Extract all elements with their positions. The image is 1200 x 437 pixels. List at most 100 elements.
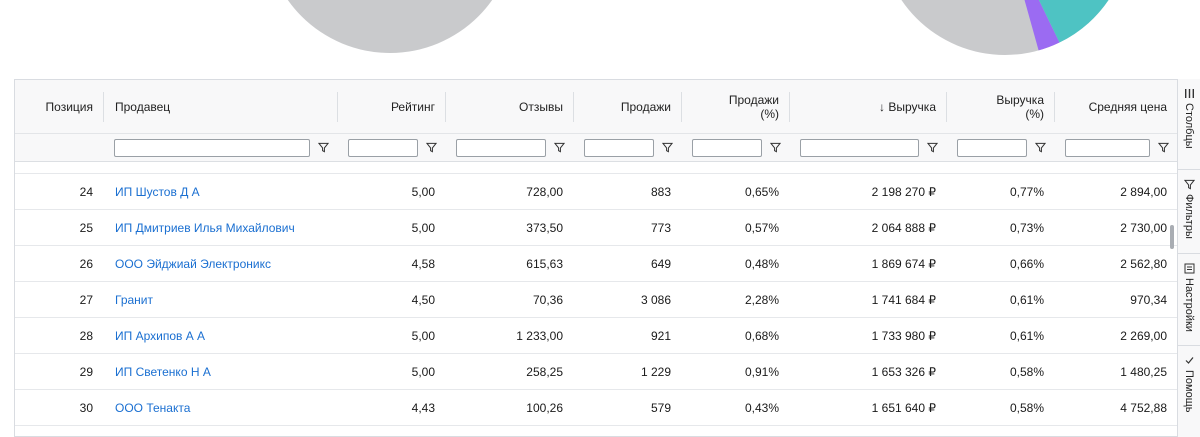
column-header-rating[interactable]: Рейтинг xyxy=(338,80,446,133)
column-header-reviews[interactable]: Отзывы xyxy=(446,80,574,133)
column-header-sales-pct[interactable]: Продажи (%) xyxy=(682,80,790,133)
column-header-seller[interactable]: Продавец xyxy=(104,80,338,133)
filter-icon[interactable] xyxy=(550,141,568,155)
filter-icon xyxy=(1183,178,1195,190)
cell-revenue-pct: 0,58% xyxy=(1009,400,1044,415)
column-header-revenue[interactable]: ↓ Выручка xyxy=(790,80,947,133)
pie-right-slice-teal xyxy=(1038,0,1109,43)
table-row[interactable]: 28 ИП Архипов А А 5,00 1 233,00 921 0,68% 1 73… xyxy=(15,318,1177,354)
column-header-label: Продажи (%) xyxy=(728,92,779,121)
scrollbar-thumb[interactable] xyxy=(1170,225,1174,249)
cell-revenue: 1 651 640 ₽ xyxy=(871,400,936,415)
column-header-label: Выручка (%) xyxy=(996,92,1044,121)
column-header-label: Продавец xyxy=(115,99,171,114)
table-row[interactable]: 30 ООО Тенакта 4,43 100,26 579 0,43% 1 651 640… xyxy=(15,390,1177,426)
filter-input-reviews[interactable] xyxy=(456,138,546,157)
filter-icon[interactable] xyxy=(1031,141,1049,155)
cell-position: 29 xyxy=(79,364,93,379)
table-scrollbar[interactable] xyxy=(1167,161,1177,437)
filter-reviews xyxy=(446,134,574,161)
filter-revenue-pct xyxy=(947,134,1055,161)
cell-reviews: 615,63 xyxy=(526,256,563,271)
cell-revenue-pct: 0,77% xyxy=(1009,184,1044,199)
cell-rating: 4,58 xyxy=(411,256,435,271)
table-filter-row xyxy=(15,134,1177,162)
filter-icon[interactable] xyxy=(766,141,784,155)
side-tab-settings[interactable]: Настройки xyxy=(1178,254,1200,346)
cell-sales-pct: 0,68% xyxy=(744,328,779,343)
cell-revenue: 1 741 684 ₽ xyxy=(871,292,936,307)
pie-left-slice-gray xyxy=(287,0,493,53)
cell-sales: 773 xyxy=(650,220,671,235)
seller-link[interactable]: ИП Светенко Н А xyxy=(115,364,211,379)
cell-sales-pct: 0,48% xyxy=(744,256,779,271)
filter-input-seller[interactable] xyxy=(114,138,310,157)
side-tab-label: Настройки xyxy=(1183,278,1195,332)
filter-rating xyxy=(338,134,446,161)
cell-rating: 5,00 xyxy=(411,220,435,235)
cell-rating: 4,43 xyxy=(411,400,435,415)
cell-sales: 1 229 xyxy=(640,364,671,379)
filter-input-sales[interactable] xyxy=(584,138,654,157)
table-row[interactable]: 27 Гранит 4,50 70,36 3 086 2,28% 1 741 684 ₽ 0,… xyxy=(15,282,1177,318)
table-row[interactable]: 25 ИП Дмитриев Илья Михайлович 5,00 373,50 7… xyxy=(15,210,1177,246)
side-tab-help[interactable]: Помощь xyxy=(1178,346,1200,437)
column-header-avg-price[interactable]: Средняя цена xyxy=(1055,80,1177,133)
column-header-label: Средняя цена xyxy=(1088,99,1167,114)
cell-position: 25 xyxy=(79,220,93,235)
cell-position: 28 xyxy=(79,328,93,343)
cell-rating: 5,00 xyxy=(411,184,435,199)
filter-icon[interactable] xyxy=(923,141,941,155)
filter-input-sales-pct[interactable] xyxy=(692,138,762,157)
seller-link[interactable]: ИП Архипов А А xyxy=(115,328,206,343)
cell-rating: 4,50 xyxy=(411,292,435,307)
column-header-label: Позиция xyxy=(45,99,93,114)
charts-area xyxy=(0,0,1200,80)
filter-input-avg-price[interactable] xyxy=(1065,138,1150,157)
filter-revenue xyxy=(790,134,947,161)
column-header-label: ↓ Выручка xyxy=(879,99,936,114)
cell-avg-price: 2 562,80 xyxy=(1120,256,1167,271)
side-tab-filters[interactable]: Фильтры xyxy=(1178,170,1200,254)
seller-link[interactable]: ИП Дмитриев Илья Михайлович xyxy=(115,220,295,235)
cell-sales: 883 xyxy=(650,184,671,199)
cell-position: 24 xyxy=(79,184,93,199)
cell-sales: 921 xyxy=(650,328,671,343)
cell-sales-pct: 0,43% xyxy=(744,400,779,415)
filter-icon[interactable] xyxy=(422,141,440,155)
column-header-label: Отзывы xyxy=(519,99,563,114)
side-tab-columns[interactable]: Столбцы xyxy=(1178,79,1200,170)
filter-icon[interactable] xyxy=(1154,141,1172,155)
filter-icon[interactable] xyxy=(314,141,332,155)
column-header-revenue-pct[interactable]: Выручка (%) xyxy=(947,80,1055,133)
column-header-sales[interactable]: Продажи xyxy=(574,80,682,133)
cell-sales: 579 xyxy=(650,400,671,415)
cell-position: 26 xyxy=(79,256,93,271)
filter-seller xyxy=(104,134,338,161)
settings-icon xyxy=(1183,262,1195,274)
cell-revenue-pct: 0,61% xyxy=(1009,328,1044,343)
table-row[interactable]: 24 ИП Шустов Д А 5,00 728,00 883 0,65% 2 198 2… xyxy=(15,174,1177,210)
filter-input-revenue[interactable] xyxy=(800,138,919,157)
seller-link[interactable]: ИП Шустов Д А xyxy=(115,184,200,199)
pie-chart-right xyxy=(901,0,1109,55)
column-header-label: Рейтинг xyxy=(390,99,435,114)
table-row[interactable]: 29 ИП Светенко Н А 5,00 258,25 1 229 0,91% 1 6… xyxy=(15,354,1177,390)
cell-sales-pct: 0,91% xyxy=(744,364,779,379)
cell-reviews: 1 233,00 xyxy=(516,328,563,343)
cell-revenue: 1 733 980 ₽ xyxy=(871,328,936,343)
filter-input-revenue-pct[interactable] xyxy=(957,138,1027,157)
seller-link[interactable]: Гранит xyxy=(115,292,153,307)
seller-link[interactable]: ООО Эйджиай Электроникс xyxy=(115,256,271,271)
cell-revenue-pct: 0,58% xyxy=(1009,364,1044,379)
filter-icon[interactable] xyxy=(658,141,676,155)
column-header-position[interactable]: Позиция xyxy=(15,80,104,133)
cell-revenue-pct: 0,73% xyxy=(1009,220,1044,235)
seller-link[interactable]: ООО Тенакта xyxy=(115,400,191,415)
columns-icon xyxy=(1183,87,1195,99)
filter-input-rating[interactable] xyxy=(348,138,418,157)
table-row[interactable]: 26 ООО Эйджиай Электроникс 4,58 615,63 649 0,… xyxy=(15,246,1177,282)
cell-reviews: 70,36 xyxy=(532,292,563,307)
side-tool-panel: Столбцы Фильтры Настройки Помощь xyxy=(1177,79,1200,437)
table-header-row: Позиция Продавец Рейтинг Отзывы Продажи … xyxy=(15,80,1177,134)
